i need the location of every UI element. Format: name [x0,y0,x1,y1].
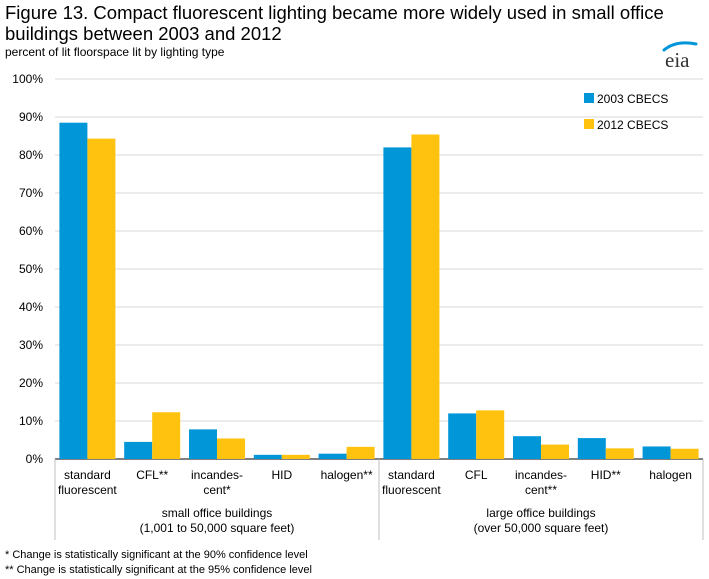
x-tick-label: HID** [591,468,621,482]
eia-logo: eia [662,41,698,70]
group-label: large office buildings [486,506,595,520]
bar-2012 [541,444,569,459]
legend-label: 2003 CBECS [597,92,668,106]
x-tick-label: cent** [525,483,557,497]
bar-2012 [670,448,699,459]
bar-2003 [383,147,412,459]
x-tick-label: standard [388,468,435,482]
group-label: small office buildings [162,506,273,520]
x-tick-label: HID [271,468,292,482]
bar-2003 [513,436,541,459]
y-tick-label: 20% [19,376,43,390]
bar-2012 [281,454,310,459]
x-tick-label: CFL** [136,468,168,482]
legend-label: 2012 CBECS [597,118,668,132]
x-tick-label: fluorescent [382,483,441,497]
y-tick-label: 70% [19,186,43,200]
bar-2012 [87,138,116,459]
y-tick-label: 50% [19,262,43,276]
x-tick-label: halogen [649,468,692,482]
bar-2003 [642,446,671,459]
bar-2012 [346,446,375,459]
bar-2003 [59,122,88,459]
y-tick-label: 80% [19,148,43,162]
bar-2012 [605,448,634,459]
y-tick-label: 60% [19,224,43,238]
logo-text: eia [665,48,690,70]
x-tick-label: CFL [465,468,488,482]
x-tick-label: standard [64,468,111,482]
bar-2012 [152,412,181,459]
y-tick-label: 10% [19,414,43,428]
group-label: (over 50,000 square feet) [474,521,609,535]
x-tick-label: cent* [203,483,231,497]
group-label: (1,001 to 50,000 square feet) [140,521,295,535]
x-tick-label: incandes- [515,468,567,482]
bar-2003 [577,438,606,459]
bar-2003 [124,441,153,459]
logo-swoosh-icon [662,41,698,52]
chart-title: Figure 13. Compact fluorescent lighting … [5,2,664,44]
bar-2003 [318,453,347,459]
legend-swatch [584,93,594,103]
y-tick-label: 30% [19,338,43,352]
y-tick-label: 90% [19,110,43,124]
legend-swatch [584,119,594,129]
bar-2003 [448,413,477,459]
chart-subtitle: percent of lit floorspace lit by lightin… [5,45,225,59]
y-tick-label: 40% [19,300,43,314]
bar-2003 [253,454,282,459]
y-tick-label: 100% [12,72,43,86]
y-tick-label: 0% [26,452,44,466]
bar-2012 [411,134,440,460]
x-tick-label: fluorescent [58,483,117,497]
footnote-1: * Change is statistically significant at… [5,549,308,561]
footnote-2: ** Change is statistically significant a… [5,564,312,576]
x-tick-label: incandes- [191,468,243,482]
bar-2012 [217,438,245,459]
bar-2003 [189,429,217,459]
bar-2012 [476,410,505,459]
x-tick-label: halogen** [321,468,373,482]
